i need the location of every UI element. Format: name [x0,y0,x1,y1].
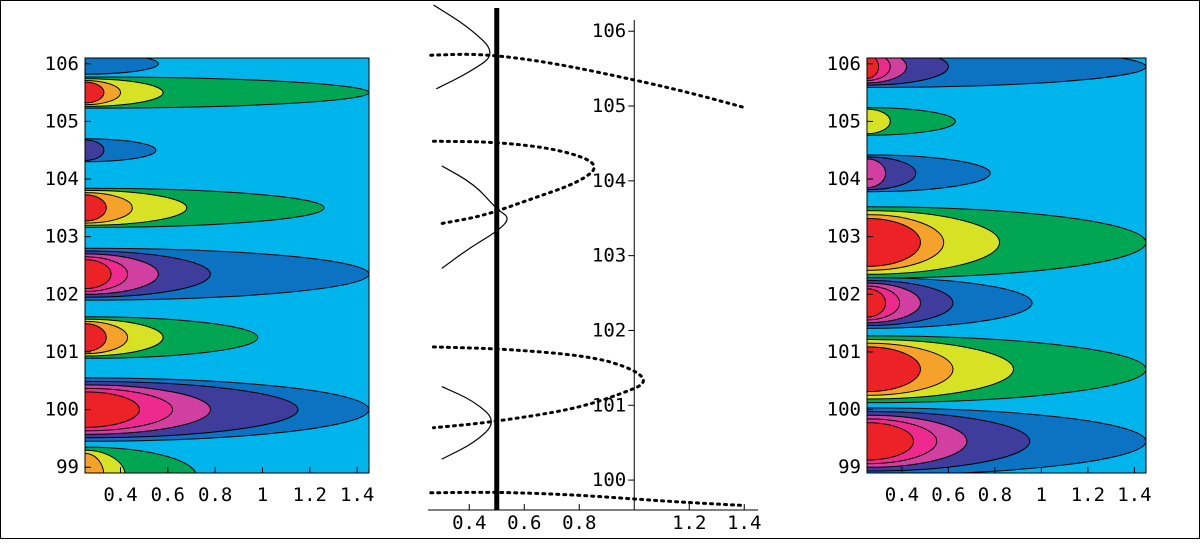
solid-curve-0 [433,4,491,90]
contour-band-0-0 [85,58,159,75]
solid-curve-2 [441,386,492,460]
plot-frame [84,57,370,474]
x-tick-label-0-8: 0.8 [978,484,1012,506]
contour-band-6-4 [867,422,914,461]
middle-curve-panel: 100 101 102 103 104 105 106 0.4 0.6 0.8 1.2 1.4 [428,4,761,534]
y-tick-label-100: 100 [827,399,861,421]
middle-y-axis: 100 101 102 103 104 105 106 [592,20,635,491]
y-tick-label-102: 102 [45,283,79,305]
y-tick-label-105: 105 [827,110,861,132]
contour-band-5-3 [85,323,107,352]
dotted-curve-lower [432,345,645,430]
y-tick-label-103: 103 [827,226,861,248]
y-tick-label-100: 100 [592,469,626,491]
plot-frame [866,57,1147,474]
contour-band-7-2 [85,452,105,473]
y-tick-label-104: 104 [592,170,626,192]
contour-band-2-0 [85,138,157,163]
x-tick-label-1-4: 1.4 [727,512,761,534]
y-tick-label-105: 105 [45,110,79,132]
y-tick-label-101: 101 [592,394,626,416]
x-tick-label-0-4: 0.4 [452,512,486,534]
x-tick-label-0-6: 0.6 [151,484,185,506]
y-tick-label-99: 99 [56,456,79,478]
contour-layers [867,58,1146,473]
right-x-axis: 0.4 0.6 0.8 1 1.2 1.4 [885,467,1152,506]
dotted-curve-bottom [429,490,746,507]
y-tick-label-102: 102 [827,283,861,305]
x-tick-label-0-8: 0.8 [562,512,596,534]
contour-band-2-1 [85,139,105,161]
y-tick-label-101: 101 [827,341,861,363]
x-tick-label-1: 1 [257,484,268,506]
right-contour-panel: 99 100 101 102 103 104 105 106 0.4 0.6 0.8 1 1.2 1.4 [827,53,1152,506]
y-tick-label-106: 106 [592,20,626,42]
x-tick-label-0-6: 0.6 [507,512,541,534]
y-tick-label-103: 103 [45,226,79,248]
contour-band-4-4 [85,259,112,290]
x-tick-label-1: 1 [1036,484,1047,506]
x-tick-label-0-4: 0.4 [103,484,137,506]
dotted-curve-upper [429,52,746,109]
solid-curve-1 [441,165,508,269]
contour-layers [85,58,369,473]
y-tick-label-106: 106 [45,53,79,75]
x-tick-label-1-4: 1.4 [340,484,374,506]
y-tick-label-99: 99 [838,456,861,478]
y-tick-label-102: 102 [592,319,626,341]
contour-band-6-4 [85,391,140,428]
contour-band-1-0 [85,76,369,109]
left-y-axis: 99 100 101 102 103 104 105 106 [45,53,91,478]
middle-axes [428,20,758,511]
left-contour-panel: 99 100 101 102 103 104 105 106 0.4 0.6 0.8 1 1.2 1.4 [45,53,375,506]
x-tick-label-0-6: 0.6 [931,484,965,506]
right-contour-field [866,57,1147,474]
dotted-curve-middle [432,139,596,225]
contour-band-1-3 [85,81,105,104]
left-contour-field [84,57,370,474]
contour-band-0-4 [867,58,880,79]
contour-band-3-3 [85,194,107,222]
x-tick-label-1-2: 1.2 [672,512,706,534]
left-x-axis: 0.4 0.6 0.8 1 1.2 1.4 [103,467,374,506]
y-tick-label-104: 104 [45,168,79,190]
x-tick-label-1-4: 1.4 [1117,484,1151,506]
y-tick-label-105: 105 [592,95,626,117]
x-tick-label-1-2: 1.2 [1071,484,1105,506]
middle-curves [429,4,746,510]
y-tick-label-100: 100 [45,399,79,421]
middle-x-axis: 0.4 0.6 0.8 1.2 1.4 [452,504,761,534]
x-tick-label-0-8: 0.8 [198,484,232,506]
right-y-axis: 99 100 101 102 103 104 105 106 [827,53,873,478]
y-tick-label-104: 104 [827,168,861,190]
y-tick-label-106: 106 [827,53,861,75]
y-tick-label-103: 103 [592,245,626,267]
x-tick-label-1-2: 1.2 [293,484,327,506]
x-tick-label-0-4: 0.4 [885,484,919,506]
contour-band-1-1 [867,108,891,135]
y-tick-label-101: 101 [45,341,79,363]
